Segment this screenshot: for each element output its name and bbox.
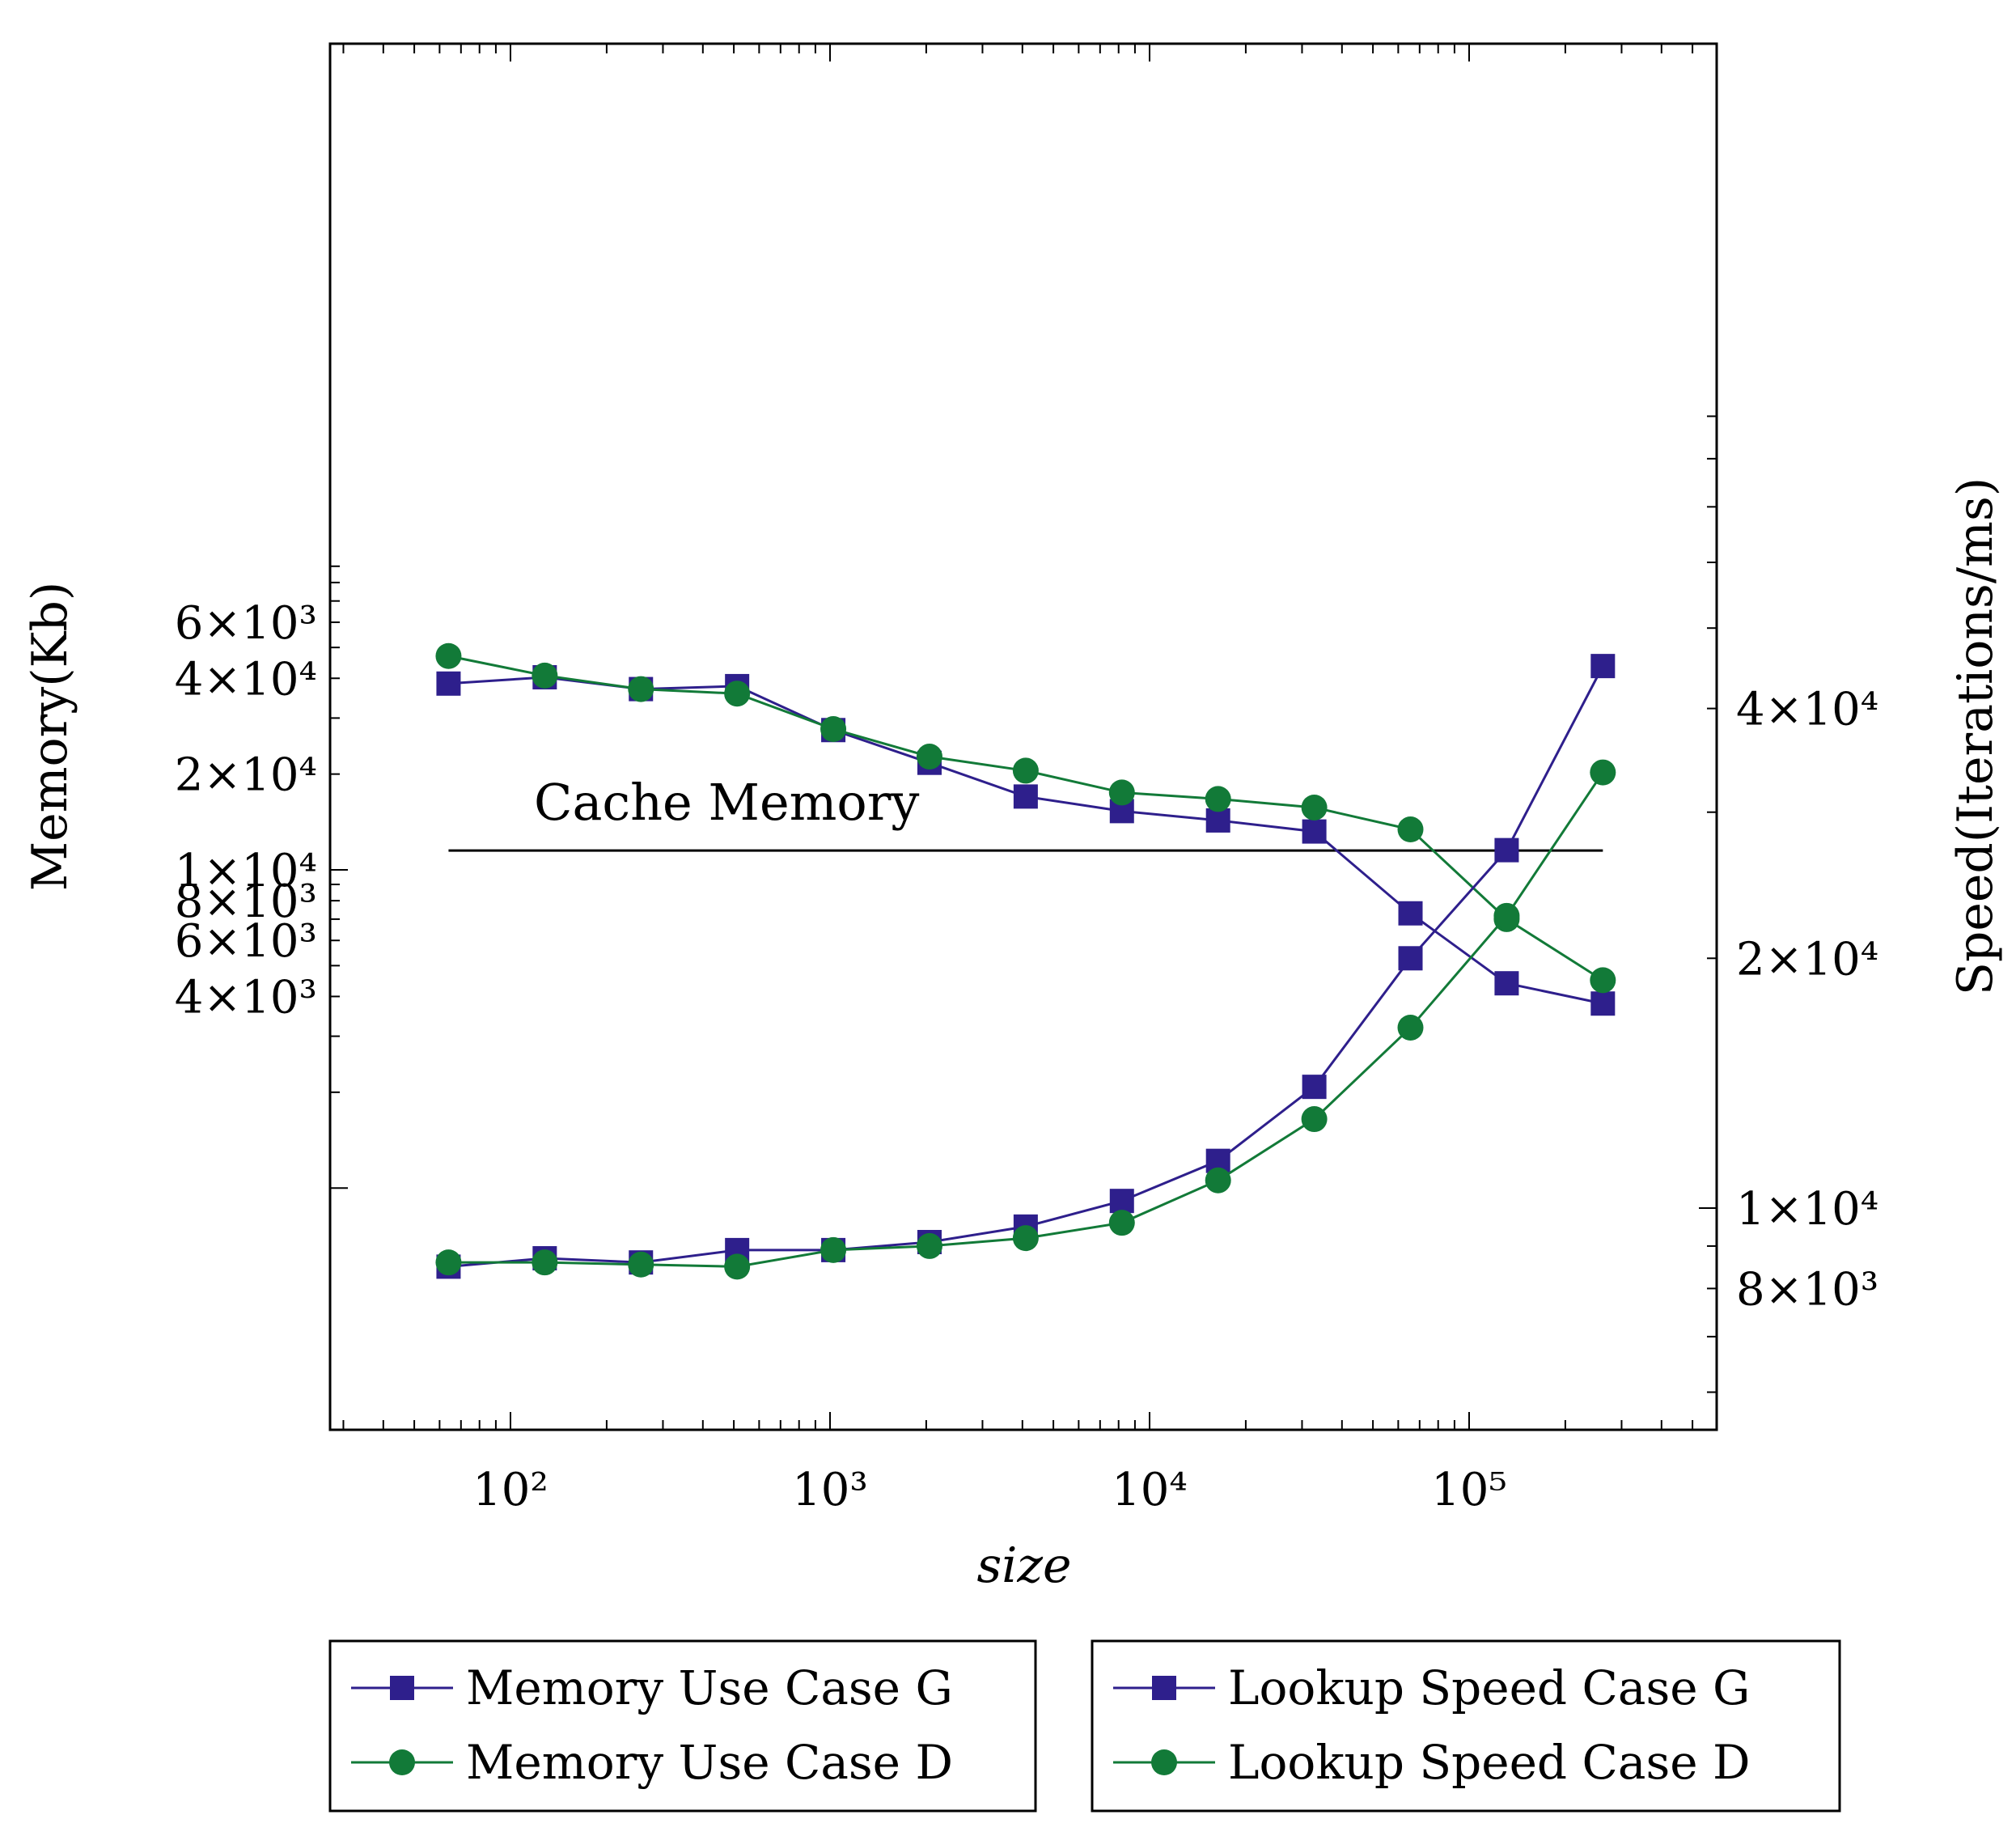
point-lookup-speed-case-d xyxy=(1205,1167,1231,1194)
point-lookup-speed-case-d xyxy=(1397,1014,1424,1041)
legend-marker-lookup-speed-case-d xyxy=(1151,1749,1177,1775)
x-tick-label: 10³ xyxy=(792,1464,868,1516)
point-lookup-speed-case-d xyxy=(628,1251,654,1278)
series-line-memory-use-case-g xyxy=(448,676,1603,1005)
series-memory-use-case-d xyxy=(435,642,1616,994)
point-lookup-speed-case-d xyxy=(820,1236,847,1263)
reference-line-group: Cache Memory xyxy=(448,773,1603,852)
point-lookup-speed-case-g xyxy=(1590,654,1616,679)
point-memory-use-case-d xyxy=(724,681,751,707)
point-lookup-speed-case-d xyxy=(1590,759,1616,786)
y-right-tick-label: 8×10³ xyxy=(1736,1263,1878,1316)
legend-label-memory-use-case-g: Memory Use Case G xyxy=(466,1660,953,1715)
y-right-tick-label: 1×10⁴ xyxy=(1736,1183,1878,1236)
y-right-tick-label: 4×10⁴ xyxy=(1736,684,1878,736)
legend-memory: Memory Use Case G Memory Use Case D xyxy=(328,1639,1037,1813)
legend-speed: Lookup Speed Case G Lookup Speed Case D xyxy=(1091,1639,1841,1813)
point-memory-use-case-g xyxy=(436,671,461,696)
point-memory-use-case-d xyxy=(532,662,558,689)
point-memory-use-case-d xyxy=(1301,794,1328,820)
x-tick-label: 10⁴ xyxy=(1112,1464,1188,1516)
x-tick-label: 10² xyxy=(472,1464,548,1516)
point-memory-use-case-d xyxy=(820,716,847,743)
point-memory-use-case-g xyxy=(1302,819,1327,844)
point-lookup-speed-case-d xyxy=(1301,1106,1328,1133)
point-memory-use-case-d xyxy=(1108,779,1135,806)
y-left-tick-label: 6×10³ xyxy=(175,597,317,650)
x-axis-title: size xyxy=(976,1537,1071,1594)
legend-marker-lookup-speed-case-g xyxy=(1152,1676,1176,1700)
point-memory-use-case-d xyxy=(916,744,942,770)
y-right-axis-title: Speed(Iterations/ms) xyxy=(1947,477,2004,995)
minor-ticks xyxy=(330,44,1717,1430)
legend-speed-box xyxy=(1091,1639,1841,1813)
point-memory-use-case-d xyxy=(1205,786,1231,812)
point-memory-use-case-d xyxy=(1397,816,1424,843)
legend-label-lookup-speed-case-d: Lookup Speed Case D xyxy=(1228,1735,1750,1790)
point-lookup-speed-case-g xyxy=(1109,1189,1134,1214)
point-lookup-speed-case-g xyxy=(1302,1075,1327,1100)
y-right-tick-label: 2×10⁴ xyxy=(1736,933,1878,986)
y-left-tick-label: 4×10³ xyxy=(175,971,317,1024)
point-memory-use-case-g xyxy=(1398,901,1423,926)
y-left-tick-label: 8×10³ xyxy=(175,876,317,928)
cache-memory-label: Cache Memory xyxy=(534,773,919,832)
point-lookup-speed-case-d xyxy=(1108,1210,1135,1236)
legend-label-lookup-speed-case-g: Lookup Speed Case G xyxy=(1228,1660,1750,1715)
y-right-tick-labels: 8×10³ 1×10⁴ 2×10⁴ 4×10⁴ xyxy=(1736,684,1878,1317)
point-memory-use-case-g xyxy=(1590,991,1616,1016)
y-left-tick-label: 1×10⁴ xyxy=(175,845,317,897)
y-left-tick-label: 6×10³ xyxy=(175,915,317,968)
series-lookup-speed-case-d xyxy=(435,759,1616,1280)
point-lookup-speed-case-g xyxy=(1494,837,1519,863)
x-tick-labels: 10² 10³ 10⁴ 10⁵ xyxy=(472,1464,1507,1516)
point-lookup-speed-case-d xyxy=(435,1249,462,1276)
point-memory-use-case-g xyxy=(1494,971,1519,996)
legend-label-memory-use-case-d: Memory Use Case D xyxy=(466,1735,953,1790)
x-tick-label: 10⁵ xyxy=(1431,1464,1507,1516)
y-left-axis-title: Memory(Kb) xyxy=(22,582,78,892)
plot-frame xyxy=(328,42,1718,1431)
point-lookup-speed-case-d xyxy=(1493,902,1520,929)
point-memory-use-case-d xyxy=(435,642,462,669)
series-line-lookup-speed-case-g xyxy=(448,665,1604,1268)
series-lookup-speed-case-g xyxy=(436,654,1616,1279)
point-lookup-speed-case-d xyxy=(1012,1225,1039,1252)
point-lookup-speed-case-d xyxy=(532,1249,558,1276)
y-left-tick-label: 2×10⁴ xyxy=(175,749,317,802)
point-lookup-speed-case-d xyxy=(724,1253,751,1280)
point-memory-use-case-d xyxy=(628,676,654,702)
legend-marker-memory-use-case-g xyxy=(390,1676,414,1700)
series-memory-use-case-g xyxy=(436,664,1616,1016)
legend-marker-memory-use-case-d xyxy=(389,1749,415,1775)
point-lookup-speed-case-g xyxy=(1398,946,1423,971)
point-lookup-speed-case-d xyxy=(916,1232,942,1259)
series-layer xyxy=(435,642,1616,1280)
point-memory-use-case-d xyxy=(1012,757,1039,784)
legend-memory-box xyxy=(328,1639,1037,1813)
y-left-tick-label: 4×10⁴ xyxy=(175,653,317,706)
point-memory-use-case-g xyxy=(1013,784,1038,809)
point-memory-use-case-g xyxy=(1205,808,1230,833)
point-memory-use-case-d xyxy=(1590,967,1616,994)
